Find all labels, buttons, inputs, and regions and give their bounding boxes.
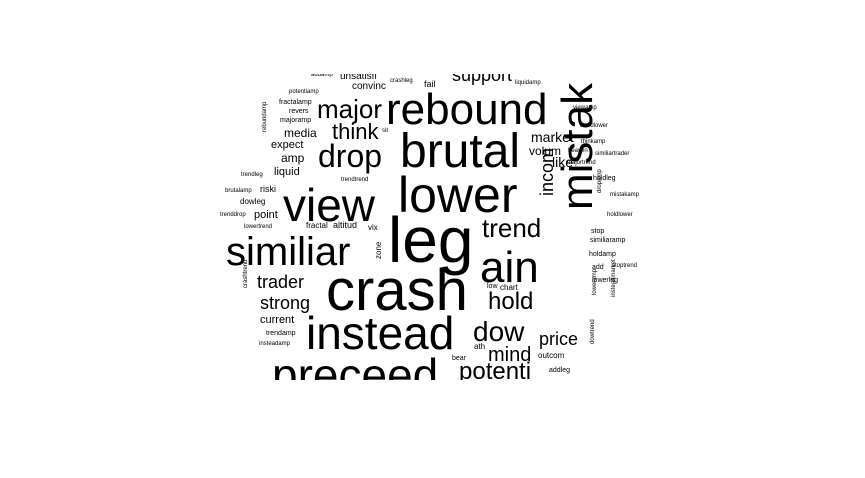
word-cloud-word: amp <box>281 151 305 165</box>
word-cloud-word: heaven <box>568 148 588 154</box>
word-cloud-word: rebound <box>386 85 548 134</box>
word-cloud-word: market <box>531 129 574 145</box>
word-cloud-word: mind <box>488 344 532 366</box>
word-cloud-word: rebundamp <box>262 102 268 133</box>
word-cloud-word: fractalamp <box>279 99 312 106</box>
word-cloud-word: dow <box>473 316 525 347</box>
word-cloud-word: vix <box>368 223 378 232</box>
word-cloud-word: trenddrop <box>220 212 246 218</box>
word-cloud-word: drop <box>318 138 383 174</box>
word-cloud-word: leg <box>388 204 474 276</box>
word-cloud-word: viewamp <box>573 105 597 111</box>
word-cloud-word: riski <box>260 184 276 194</box>
word-cloud-word: trendtrend <box>341 177 369 183</box>
word-cloud-word: volum <box>529 144 562 158</box>
word-cloud-word: potentiamp <box>289 89 319 95</box>
word-cloud-word: ain <box>480 243 539 292</box>
word-cloud-word: lowerleg <box>592 277 619 284</box>
word-cloud-word: mistak <box>553 82 602 210</box>
word-cloud-word: similiar <box>226 230 351 274</box>
word-cloud-word: outcom <box>538 351 565 360</box>
word-cloud-word: unsatisfi <box>340 74 377 82</box>
word-cloud-word: strong <box>260 293 311 313</box>
word-cloud-word: majoramp <box>280 117 312 124</box>
word-cloud-word: similiartrader <box>595 151 630 157</box>
word-cloud-word: loweramp <box>592 269 598 296</box>
word-cloud-word: like <box>552 154 574 170</box>
word-cloud-word: insteadamp <box>259 341 291 347</box>
word-cloud-word: thinkamp <box>581 139 606 145</box>
word-cloud-word: stop <box>591 228 605 235</box>
word-cloud-word: support <box>452 74 513 85</box>
word-cloud-word: mistakamp <box>610 192 640 198</box>
word-cloud-word: point <box>254 209 278 221</box>
word-cloud-word: insteadmarket <box>611 259 617 298</box>
word-cloud-word: hold <box>488 288 534 315</box>
word-cloud-word: trendleg <box>241 172 263 178</box>
word-cloud-word: liquid <box>274 166 300 178</box>
word-cloud-word: holdlower <box>607 212 633 218</box>
word-cloud-word: current <box>260 314 295 326</box>
word-cloud-word: lower <box>398 167 518 223</box>
word-cloud-word: trend <box>482 213 542 243</box>
word-cloud-word: crashtrend <box>243 260 249 289</box>
word-cloud-word: trendlower <box>580 123 609 129</box>
word-cloud-word: dowleg <box>240 197 266 206</box>
word-cloud-word: sit <box>382 128 388 134</box>
word-cloud-word: view <box>283 179 376 231</box>
word-cloud-word: altitud <box>333 220 358 230</box>
word-cloud-word: holdleg <box>593 175 616 182</box>
word-cloud-word: expect <box>271 139 304 151</box>
word-cloud-word: potenti <box>459 358 532 381</box>
word-cloud-word: media <box>284 126 317 140</box>
word-cloud-word: brutalamp <box>225 188 252 194</box>
word-cloud-word: instead <box>306 307 455 359</box>
word-cloud-word: preceed <box>272 349 439 380</box>
word-cloud-word: stoptrend <box>612 263 638 269</box>
word-cloud-word: major <box>317 94 383 124</box>
word-cloud-word: majortrend <box>567 160 596 166</box>
word-cloud-word: ath <box>474 342 486 351</box>
word-cloud-word: convinc <box>352 81 386 92</box>
word-cloud-word: liquidamp <box>515 80 541 86</box>
word-cloud-word: lowertrend <box>244 224 273 230</box>
word-cloud-word: chart <box>500 283 518 292</box>
word-cloud-word: fractal <box>306 221 328 230</box>
word-cloud-word: add <box>592 264 604 271</box>
word-cloud-word: revers <box>289 108 309 115</box>
word-cloud-word: crash <box>326 258 468 323</box>
word-cloud-word: think <box>332 119 379 144</box>
word-cloud-word: bear <box>452 355 467 362</box>
word-cloud-word: holdamp <box>589 251 616 258</box>
word-cloud-word: trendamp <box>266 330 296 337</box>
word-cloud-clip: leg crash lower brutal view instead preceed reb… <box>200 74 660 380</box>
word-cloud-word: similiaramp <box>590 237 626 244</box>
word-cloud-word: dowtrend <box>590 319 596 345</box>
word-cloud-word: low <box>487 283 498 290</box>
word-cloud-word: brutal <box>400 125 521 178</box>
word-cloud-word: dropamp <box>597 169 603 194</box>
word-cloud-word: crashleg <box>390 78 413 84</box>
word-cloud-word: addleg <box>549 367 571 374</box>
word-cloud-word: trader <box>257 272 305 292</box>
word-cloud-word: zone <box>374 241 383 260</box>
word-cloud-word: price <box>539 329 579 349</box>
word-cloud-word: addamp <box>311 74 333 78</box>
word-cloud-word: fail <box>424 79 436 89</box>
